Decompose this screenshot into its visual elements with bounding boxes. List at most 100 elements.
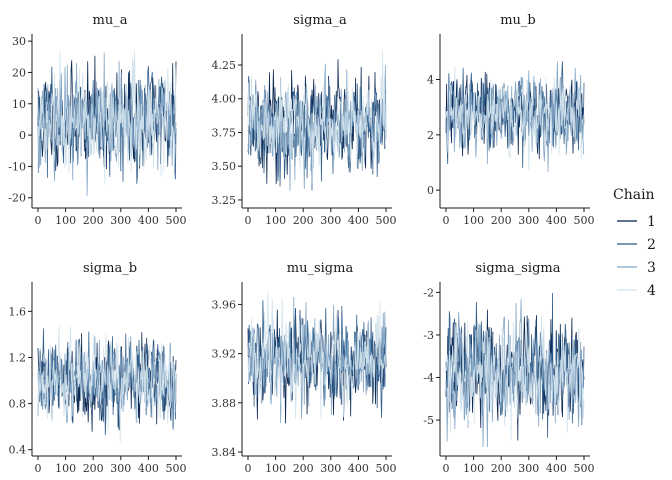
y-tick-label: -10 xyxy=(8,160,26,173)
traces xyxy=(247,49,387,191)
x-tick-label: 400 xyxy=(348,214,369,227)
y-tick-label: 4.25 xyxy=(212,59,237,72)
trace-chain-4 xyxy=(37,50,177,185)
y-tick-label: 3.75 xyxy=(212,126,237,139)
trace-chain-4 xyxy=(445,315,585,441)
y-tick-label: 4.00 xyxy=(212,93,237,106)
x-tick-label: 400 xyxy=(546,214,567,227)
x-tick-label: 400 xyxy=(138,214,159,227)
x-tick-label: 400 xyxy=(348,462,369,475)
panel-sigma-a: sigma_a 3.25 3.50 3.75 4.00 4.25 0 100 200 300 400… xyxy=(212,13,397,227)
x-tick-label: 500 xyxy=(376,214,397,227)
x-tick-label: 500 xyxy=(166,462,187,475)
panel-mu-sigma: mu_sigma 3.84 3.88 3.92 3.96 0 100 200 300 400 500 xyxy=(212,261,397,475)
x-tick-label: 300 xyxy=(518,462,539,475)
x-tick-label: 0 xyxy=(35,214,42,227)
x-tick-label: 300 xyxy=(320,462,341,475)
y-tick-label: 30 xyxy=(12,35,26,48)
y-tick-label: 3.96 xyxy=(212,298,237,311)
x-tick-label: 0 xyxy=(443,462,450,475)
trace-chain-4 xyxy=(445,66,585,171)
y-tick-label: 0 xyxy=(427,184,434,197)
traces xyxy=(37,326,177,443)
x-tick-label: 200 xyxy=(293,462,314,475)
panel-title: mu_b xyxy=(500,13,536,28)
x-tick-label: 200 xyxy=(83,214,104,227)
y-tick-label: 0.4 xyxy=(9,444,27,457)
x-tick-label: 500 xyxy=(376,462,397,475)
y-tick-label: -5 xyxy=(423,414,434,427)
x-tick-label: 100 xyxy=(55,214,76,227)
x-tick-label: 300 xyxy=(110,214,131,227)
panel-title: sigma_sigma xyxy=(476,261,561,276)
panel-mu-b: mu_b 0 2 4 0 100 200 300 400 500 xyxy=(427,13,595,227)
x-tick-label: 0 xyxy=(443,214,450,227)
panel-title: mu_a xyxy=(93,13,128,28)
x-tick-label: 200 xyxy=(491,214,512,227)
trace-chain-4 xyxy=(247,292,387,420)
x-tick-label: 300 xyxy=(110,462,131,475)
y-tick-label: 3.92 xyxy=(212,348,237,361)
panel-title: mu_sigma xyxy=(287,261,354,276)
legend-item-chain-3: 3 xyxy=(617,260,656,276)
legend: Chain 1 2 3 4 xyxy=(613,187,656,299)
x-tick-label: 300 xyxy=(518,214,539,227)
trace-chain-3 xyxy=(247,296,387,424)
legend-label: 4 xyxy=(647,283,656,299)
y-tick-label: 3.88 xyxy=(212,397,237,410)
x-tick-label: 400 xyxy=(546,462,567,475)
traces xyxy=(445,61,585,172)
trace-chain-3 xyxy=(445,61,585,172)
trace-chain-4 xyxy=(247,49,387,171)
x-tick-label: 200 xyxy=(293,214,314,227)
x-tick-label: 200 xyxy=(491,462,512,475)
x-tick-label: 100 xyxy=(265,462,286,475)
y-tick-label: 1.2 xyxy=(9,351,27,364)
y-tick-label: 2 xyxy=(427,129,434,142)
y-tick-label: 20 xyxy=(12,66,26,79)
panel-sigma-b: sigma_b 0.4 0.8 1.2 1.6 0 100 200 300 400 500 xyxy=(9,261,187,475)
legend-items: 1 2 3 4 xyxy=(617,214,656,299)
y-tick-label: -4 xyxy=(423,372,434,385)
traces xyxy=(445,292,585,448)
x-tick-label: 500 xyxy=(574,214,595,227)
y-tick-label: 0 xyxy=(19,129,26,142)
panel-title: sigma_a xyxy=(293,13,347,28)
x-tick-label: 100 xyxy=(463,214,484,227)
y-tick-label: -2 xyxy=(423,286,434,299)
x-tick-label: 100 xyxy=(463,462,484,475)
x-tick-label: 500 xyxy=(166,214,187,227)
x-tick-label: 0 xyxy=(35,462,42,475)
y-tick-label: 4 xyxy=(427,74,434,87)
legend-label: 3 xyxy=(647,260,656,276)
y-tick-label: 10 xyxy=(12,98,26,111)
panel-title: sigma_b xyxy=(83,261,137,276)
y-tick-label: 3.50 xyxy=(212,160,237,173)
y-tick-label: -20 xyxy=(8,192,26,205)
y-tick-label: 0.8 xyxy=(9,398,27,411)
x-tick-label: 0 xyxy=(245,462,252,475)
x-tick-label: 200 xyxy=(83,462,104,475)
trace-chain-4 xyxy=(37,326,177,443)
legend-label: 1 xyxy=(647,214,656,230)
y-tick-label: 3.25 xyxy=(212,194,237,207)
x-tick-label: 100 xyxy=(265,214,286,227)
x-tick-label: 100 xyxy=(55,462,76,475)
legend-title: Chain xyxy=(613,187,655,203)
legend-item-chain-1: 1 xyxy=(617,214,656,230)
x-tick-label: 300 xyxy=(320,214,341,227)
legend-label: 2 xyxy=(647,237,656,253)
y-tick-label: 1.6 xyxy=(9,305,27,318)
traces xyxy=(37,50,177,196)
traces xyxy=(247,292,387,424)
panel-sigma-sigma: sigma_sigma -5 -4 -3 -2 0 100 200 300 400 500 xyxy=(423,261,594,475)
x-tick-label: 400 xyxy=(138,462,159,475)
y-tick-label: 3.84 xyxy=(212,446,237,459)
legend-item-chain-2: 2 xyxy=(617,237,656,253)
legend-item-chain-4: 4 xyxy=(617,283,656,299)
x-tick-label: 500 xyxy=(574,462,595,475)
y-tick-label: -3 xyxy=(423,329,434,342)
